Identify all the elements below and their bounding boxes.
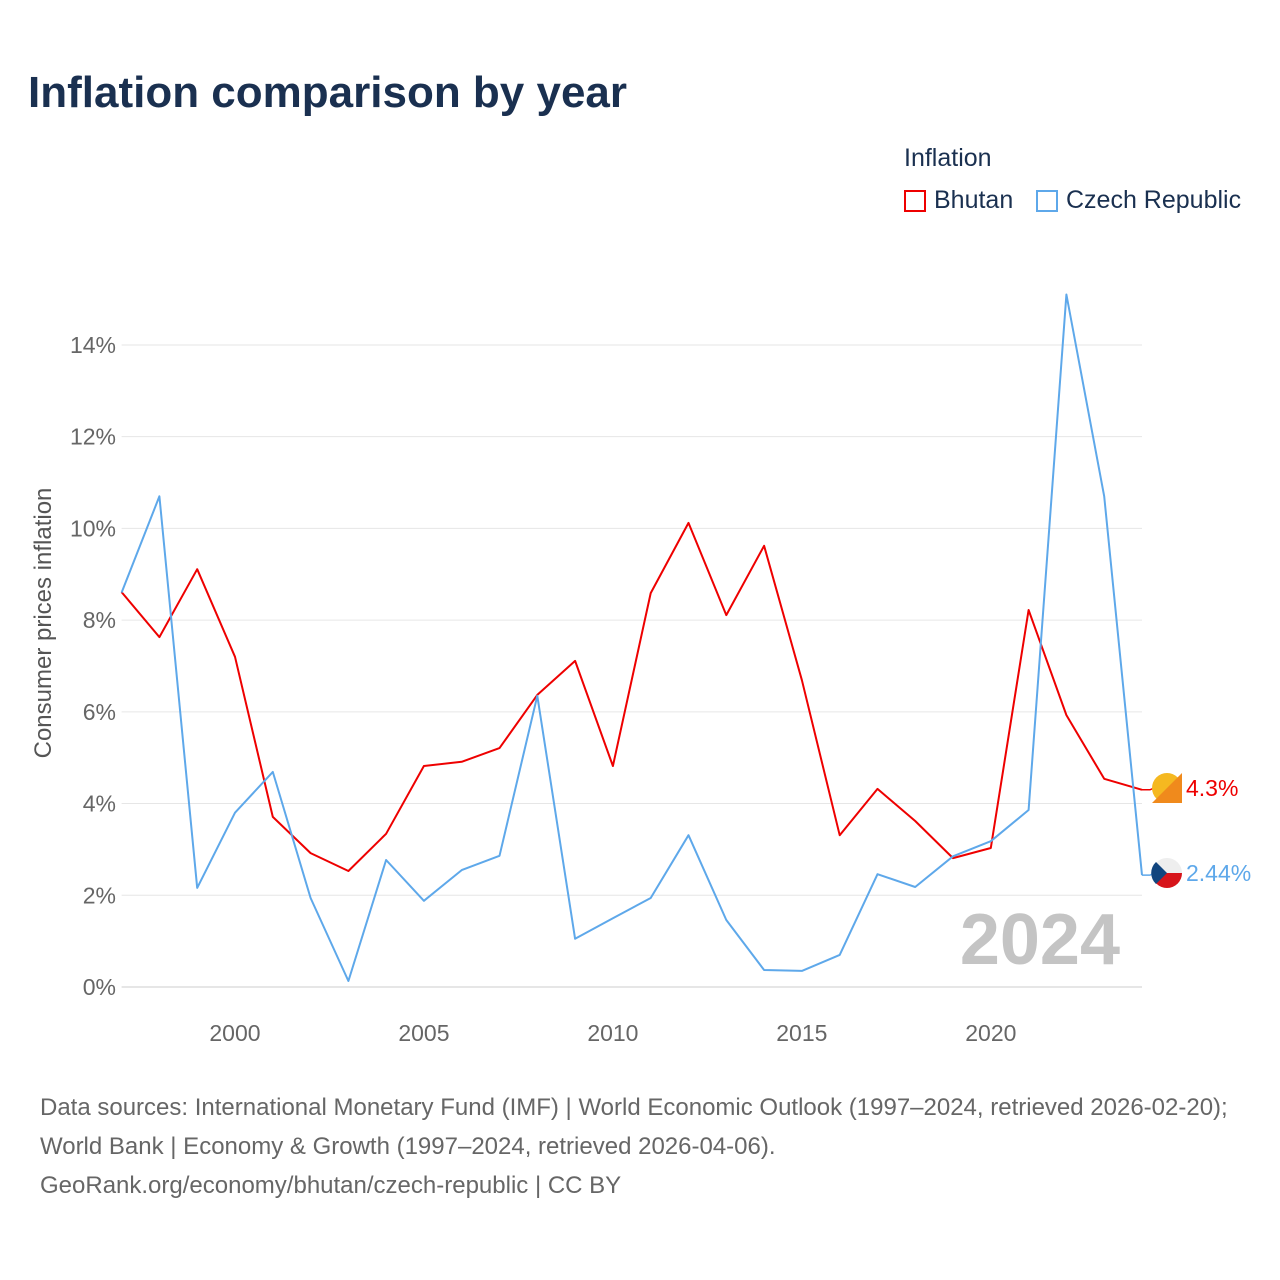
legend-swatch-czech [1036,189,1058,212]
y-axis-label: Consumer prices inflation [30,488,57,759]
y-tick-label: 8% [83,607,116,633]
y-tick-label: 4% [83,791,116,817]
footer: Data sources: International Monetary Fun… [40,1088,1250,1205]
x-tick-label: 2010 [587,1020,638,1046]
legend-title: Inflation [904,144,992,172]
year-watermark: 2024 [960,900,1120,980]
chart-title: Inflation comparison by year [28,68,628,117]
y-tick-label: 6% [83,699,116,725]
legend-item-czech-republic[interactable]: Czech Republic [1036,186,1241,215]
end-value-label: 2.44% [1186,860,1251,886]
bhutan-flag-icon [1152,773,1182,803]
source-link[interactable]: GeoRank.org/economy/bhutan/czech-republi… [40,1172,622,1199]
y-tick-label: 10% [70,515,116,541]
legend-label: Czech Republic [1066,186,1242,214]
series-line-bhutan [120,521,1143,872]
legend-swatch-bhutan [904,189,926,212]
x-tick-label: 2020 [965,1020,1016,1046]
x-tick-label: 2000 [209,1020,260,1046]
data-sources: Data sources: International Monetary Fun… [40,1094,1228,1160]
y-tick-label: 12% [70,424,116,450]
x-tick-label: 2015 [776,1020,827,1046]
y-tick-label: 2% [83,882,116,908]
legend-item-bhutan[interactable]: Bhutan [904,186,1013,215]
series-line-czech-republic [120,293,1143,982]
y-tick-label: 0% [83,974,116,1000]
legend-label: Bhutan [934,186,1014,214]
end-value-label: 4.3% [1186,775,1238,801]
czech-flag-icon [1151,862,1167,884]
y-tick-label: 14% [70,332,116,358]
x-tick-label: 2005 [398,1020,449,1046]
